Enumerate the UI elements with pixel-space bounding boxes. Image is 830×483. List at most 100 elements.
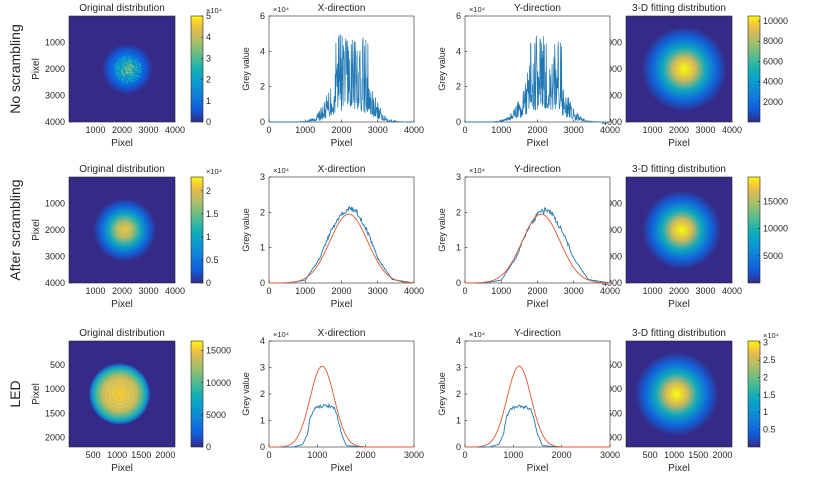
speckle-pixel xyxy=(129,70,132,72)
x-tick-label: 4000 xyxy=(165,286,185,296)
x-tick-label: 0 xyxy=(266,286,271,296)
colorbar-tick-label: 2000 xyxy=(763,97,783,107)
speckle-pixel xyxy=(124,69,127,72)
y-tick-label: 6 xyxy=(260,11,265,21)
speckle-pixel xyxy=(124,72,126,75)
x-tick-label: 1500 xyxy=(131,450,151,460)
y-tick-label: 1000 xyxy=(45,199,65,209)
x-tick-label: 1000 xyxy=(295,125,315,135)
panel-title: Original distribution xyxy=(79,164,165,175)
x-tick-label: 0 xyxy=(462,125,467,135)
x-tick-label: 2000 xyxy=(669,125,689,135)
y-tick-label: 4000 xyxy=(602,117,622,127)
y-tick-label: 2000 xyxy=(45,432,65,442)
colorbar xyxy=(747,340,761,448)
panel-title: X-direction xyxy=(318,328,366,339)
colorbar-tick-label: 10000 xyxy=(763,16,788,26)
y-tick-label: 0 xyxy=(456,278,461,288)
speckle-pixel xyxy=(118,70,120,73)
speckle-pixel xyxy=(122,65,125,68)
speckle-pixel xyxy=(123,76,126,78)
y-tick-label: 4000 xyxy=(45,117,65,127)
y-tick-label: 6 xyxy=(456,11,461,21)
x-tick-label: 0 xyxy=(462,450,467,460)
axes-box xyxy=(68,340,176,448)
speckle-pixel xyxy=(136,63,138,66)
x-tick-label: 2000 xyxy=(112,125,132,135)
y-axis-label: Pixel xyxy=(31,383,42,405)
speckle-pixel xyxy=(124,71,126,73)
x-tick-label: 1000 xyxy=(107,450,127,460)
speckle-pixel xyxy=(123,57,125,60)
x-tick-label: 0 xyxy=(462,286,467,296)
speckle-pixel xyxy=(126,82,129,84)
speckle-pixel xyxy=(121,74,123,76)
speckle-pixel xyxy=(118,78,121,80)
y-tick-label: 500 xyxy=(50,360,65,370)
y-tick-label: 2000 xyxy=(45,64,65,74)
speckle-pixel xyxy=(126,73,128,76)
x-tick-label: 4000 xyxy=(404,286,424,296)
speckle-pixel xyxy=(136,66,138,69)
speckle-pixel xyxy=(138,69,141,72)
speckle-pixel xyxy=(128,78,130,80)
y-tick-label: 4 xyxy=(260,336,265,346)
speckle-noise xyxy=(114,55,142,84)
speckle-pixel xyxy=(117,66,119,68)
y-axis-exponent: ×10⁴ xyxy=(273,166,289,175)
colorbar xyxy=(190,340,204,448)
speckle-pixel xyxy=(129,80,132,82)
ring-pattern xyxy=(108,383,131,405)
x-tick-label: 2000 xyxy=(712,450,732,460)
speckle-pixel xyxy=(120,59,122,61)
speckle-pixel xyxy=(135,64,138,67)
x-tick-label: 4000 xyxy=(600,125,620,135)
speckle-pixel xyxy=(133,68,135,70)
colorbar-tick-label: 4000 xyxy=(763,77,783,87)
speckle-pixel xyxy=(121,68,123,70)
colorbar-tick-label: 15000 xyxy=(763,196,788,206)
colorbar-exponent: ×10⁴ xyxy=(763,331,779,340)
speckle-pixel xyxy=(129,71,132,74)
colorbar xyxy=(190,15,204,123)
measured-curve xyxy=(465,35,610,123)
panel-title: Y-direction xyxy=(514,164,561,175)
y-tick-label: 3000 xyxy=(602,252,622,262)
colorbar-tick-label: 2 xyxy=(206,186,211,196)
speckle-pixel xyxy=(130,70,132,72)
speckle-pixel xyxy=(132,74,134,76)
speckle-pixel xyxy=(130,74,133,77)
x-axis-label: Pixel xyxy=(527,463,549,474)
speckle-pixel xyxy=(129,77,131,79)
y-tick-label: 1000 xyxy=(602,384,622,394)
speckle-pixel xyxy=(130,66,132,69)
speckle-pixel xyxy=(130,64,132,67)
speckle-pixel xyxy=(123,61,126,64)
speckle-pixel xyxy=(121,63,124,65)
y-tick-label: 3 xyxy=(456,363,461,373)
x-tick-label: 1000 xyxy=(664,450,684,460)
speckle-pixel xyxy=(117,71,119,73)
colorbar-tick-label: 0 xyxy=(206,117,211,127)
axes-box xyxy=(268,340,415,448)
speckle-pixel xyxy=(129,74,131,76)
y-tick-label: 2000 xyxy=(602,432,622,442)
speckle-pixel xyxy=(122,71,125,74)
speckle-pixel xyxy=(118,59,121,61)
colorbar-tick-label: 5000 xyxy=(763,251,783,261)
speckle-pixel xyxy=(135,58,138,60)
x-tick-label: 0 xyxy=(266,450,271,460)
y-axis-exponent: ×10⁴ xyxy=(469,166,485,175)
y-axis-label: Grey value xyxy=(437,372,447,416)
panel-title: 3-D fitting distribution xyxy=(632,3,726,14)
fit-curve xyxy=(269,213,414,284)
x-axis-label: Pixel xyxy=(668,138,690,149)
y-axis-exponent: ×10⁴ xyxy=(273,5,289,14)
speckle-pixel xyxy=(120,64,122,66)
x-tick-label: 2000 xyxy=(331,286,351,296)
speckle-pixel xyxy=(128,67,131,70)
colorbar-tick-label: 1 xyxy=(763,407,768,417)
x-axis-label: Pixel xyxy=(331,463,353,474)
speckle-pixel xyxy=(122,63,124,65)
speckle-pixel xyxy=(131,79,133,81)
